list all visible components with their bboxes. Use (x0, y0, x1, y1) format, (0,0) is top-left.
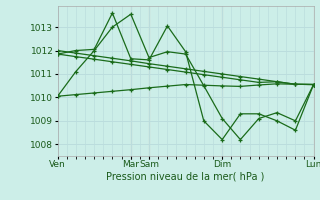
X-axis label: Pression niveau de la mer( hPa ): Pression niveau de la mer( hPa ) (107, 172, 265, 182)
